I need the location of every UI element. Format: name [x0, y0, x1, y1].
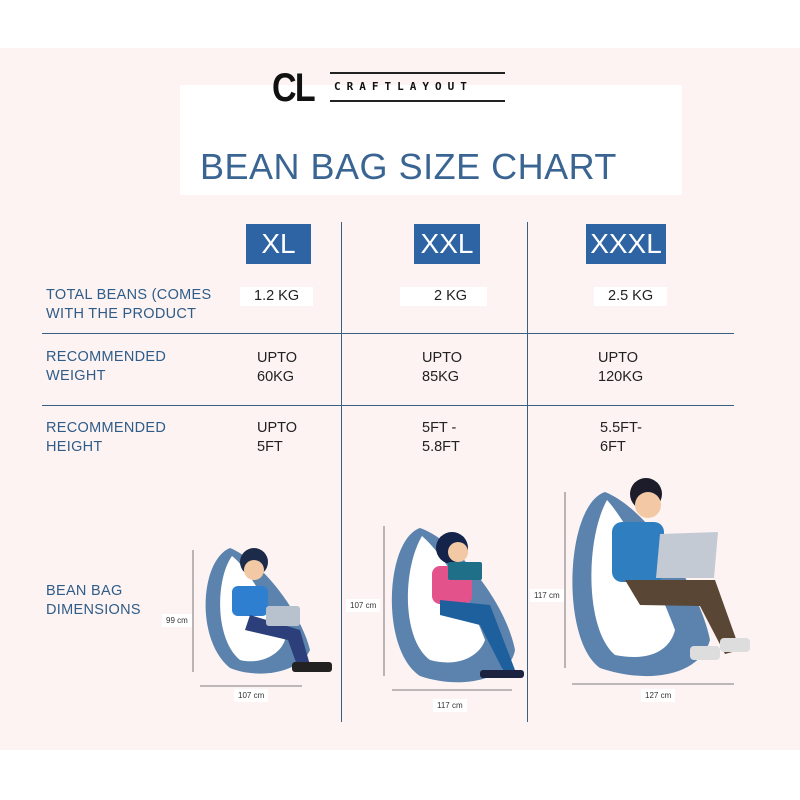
- dim-xxl-height: 107 cm: [346, 599, 381, 612]
- beanbag-xl-illustration: [205, 548, 332, 674]
- beanbag-xxxl-illustration: [572, 478, 750, 677]
- height-xl: UPTO 5FT: [257, 420, 298, 455]
- weight-xxxl: UPTO 120KG: [598, 350, 644, 385]
- beans-xxl: 2 KG: [400, 287, 488, 306]
- logo-mark: CL: [272, 66, 316, 110]
- size-xxl: XXL: [414, 224, 480, 264]
- row-label-height: RECOMMENDED HEIGHT: [46, 420, 167, 455]
- height-xxxl: 5.5FT- 6FT: [600, 420, 642, 455]
- dim-xxxl-width: 127 cm: [641, 689, 676, 702]
- row-label-weight: RECOMMENDED WEIGHT: [46, 349, 167, 384]
- beans-xl: 1.2 KG: [240, 287, 314, 306]
- dim-xl-width: 107 cm: [234, 689, 269, 702]
- size-xxxl: XXXL: [586, 224, 666, 264]
- title-box: [180, 85, 682, 195]
- dim-xxxl-height: 117 cm: [530, 589, 564, 602]
- divider: [527, 222, 528, 722]
- dim-xl-height: 99 cm: [162, 614, 192, 627]
- beanbag-xxl-illustration: [391, 528, 524, 683]
- row-label-dimensions: BEAN BAG DIMENSIONS: [46, 583, 141, 618]
- weight-xl: UPTO 60KG: [257, 350, 298, 385]
- divider: [42, 333, 734, 334]
- divider: [42, 405, 734, 406]
- divider: [341, 222, 342, 722]
- weight-xxl: UPTO 85KG: [422, 350, 463, 385]
- page-title: BEAN BAG SIZE CHART: [200, 146, 617, 187]
- row-label-beans: TOTAL BEANS (COMES WITH THE PRODUCT: [46, 287, 212, 322]
- beans-xxxl: 2.5 KG: [594, 287, 668, 306]
- dim-xxl-width: 117 cm: [433, 699, 467, 712]
- height-xxl: 5FT -5.8FT: [422, 420, 460, 455]
- logo-wordmark: CRAFTLAYOUT: [330, 72, 505, 102]
- size-xl: XL: [246, 224, 311, 264]
